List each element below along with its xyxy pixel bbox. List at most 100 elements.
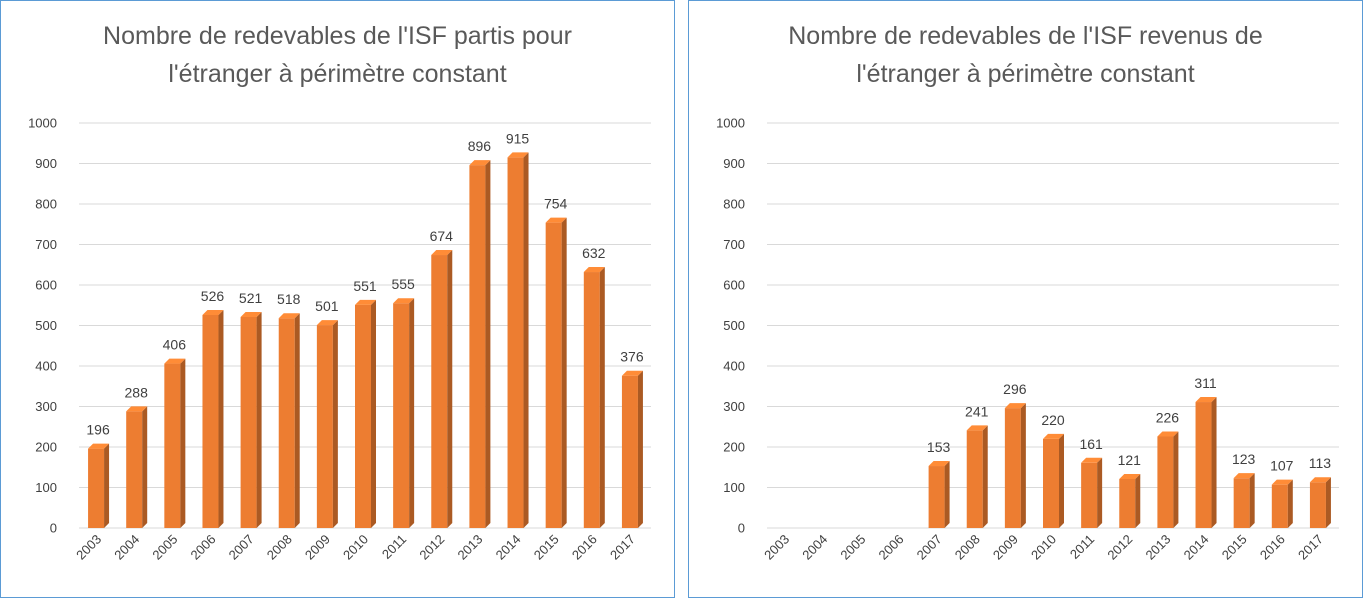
data-label: 555 <box>391 276 415 292</box>
data-label: 288 <box>125 384 149 400</box>
chart-panel-departures: Nombre de redevables de l'ISF partis pou… <box>0 0 675 598</box>
bar-2016 <box>583 267 605 528</box>
chart-title-line-1: Nombre de redevables de l'ISF revenus de <box>788 22 1263 50</box>
data-label: 551 <box>353 278 377 294</box>
data-label: 518 <box>277 291 301 307</box>
data-label: 226 <box>1156 409 1180 425</box>
bar-2017 <box>1309 477 1331 528</box>
chart-title-line-2: l'étranger à périmètre constant <box>856 60 1195 88</box>
x-tick-label: 2011 <box>379 532 409 562</box>
data-label: 526 <box>201 288 225 304</box>
y-tick-label: 400 <box>723 359 745 374</box>
x-tick-label: 2003 <box>73 532 104 563</box>
x-tick-label: 2013 <box>1142 532 1173 563</box>
y-tick-label: 900 <box>35 156 57 171</box>
bar-2011 <box>1081 457 1103 528</box>
x-tick-label: 2012 <box>416 532 447 563</box>
data-label: 376 <box>620 349 644 365</box>
chart-title-line-2: l'étranger à périmètre constant <box>168 60 507 88</box>
data-label: 754 <box>544 196 568 212</box>
x-tick-label: 2017 <box>607 532 638 563</box>
bar-2012 <box>431 250 453 528</box>
bar-2013 <box>1157 431 1179 528</box>
bar-2007 <box>928 461 950 528</box>
x-tick-label: 2016 <box>1257 532 1288 563</box>
y-tick-label: 300 <box>723 399 745 414</box>
data-label: 161 <box>1079 436 1103 452</box>
x-tick-label: 2006 <box>188 532 219 563</box>
data-label: 220 <box>1041 412 1065 428</box>
x-tick-label: 2004 <box>799 532 830 563</box>
x-tick-label: 2010 <box>1028 532 1059 563</box>
bar-2003 <box>88 443 110 528</box>
chart-title: Nombre de redevables de l'ISF partis pou… <box>1 17 674 93</box>
y-tick-label: 500 <box>723 318 745 333</box>
y-tick-label: 500 <box>35 318 57 333</box>
bar-2005 <box>164 358 186 528</box>
bar-2017 <box>621 370 643 528</box>
data-label: 406 <box>163 337 187 353</box>
y-tick-label: 1000 <box>716 116 745 131</box>
y-tick-label: 200 <box>35 440 57 455</box>
x-tick-label: 2009 <box>990 532 1021 563</box>
x-tick-label: 2014 <box>1181 532 1212 563</box>
y-tick-label: 600 <box>35 278 57 293</box>
x-tick-label: 2015 <box>1219 532 1250 563</box>
bar-chart-returns: 0 100 200 300 400 500 600 700 800 900 1000 2003 2004… <box>716 116 1339 563</box>
x-tick-label: 2011 <box>1067 532 1097 562</box>
y-tick-label: 1000 <box>28 116 57 131</box>
x-tick-label: 2006 <box>876 532 907 563</box>
y-tick-label: 100 <box>35 480 57 495</box>
data-label: 241 <box>965 403 989 419</box>
data-label: 915 <box>506 130 530 146</box>
x-tick-label: 2007 <box>226 532 257 563</box>
bar-2015 <box>545 217 567 528</box>
y-tick-label: 300 <box>35 399 57 414</box>
x-tick-label: 2013 <box>454 532 485 563</box>
bar-2011 <box>393 298 415 528</box>
x-tick-label: 2005 <box>149 532 180 563</box>
chart-title-line-1: Nombre de redevables de l'ISF partis pou… <box>103 22 572 50</box>
y-tick-label: 0 <box>738 521 745 536</box>
bar-2010 <box>355 299 376 528</box>
data-label: 896 <box>468 138 492 154</box>
bar-2014 <box>1195 397 1217 528</box>
x-tick-label: 2007 <box>914 532 945 563</box>
x-tick-label: 2008 <box>264 532 295 563</box>
y-tick-label: 400 <box>35 359 57 374</box>
y-tick-label: 700 <box>723 237 745 252</box>
data-label: 123 <box>1232 451 1256 467</box>
x-tick-label: 2012 <box>1104 532 1135 563</box>
bar-2007 <box>240 311 262 528</box>
data-label: 296 <box>1003 381 1027 397</box>
bar-2013 <box>469 160 491 528</box>
chart-title: Nombre de redevables de l'ISF revenus de… <box>689 17 1362 93</box>
x-tick-label: 2010 <box>340 532 371 563</box>
y-tick-label: 900 <box>723 156 745 171</box>
x-tick-label: 2005 <box>837 532 868 563</box>
y-tick-label: 200 <box>723 440 745 455</box>
bar-2004 <box>126 406 148 528</box>
y-tick-label: 800 <box>35 197 57 212</box>
y-tick-label: 0 <box>50 521 57 536</box>
data-label: 121 <box>1118 452 1142 468</box>
y-tick-label: 700 <box>35 237 57 252</box>
y-tick-label: 800 <box>723 197 745 212</box>
y-tick-label: 600 <box>723 278 745 293</box>
bar-2008 <box>966 425 988 528</box>
x-tick-label: 2014 <box>493 532 524 563</box>
x-tick-label: 2017 <box>1295 532 1326 563</box>
x-tick-label: 2008 <box>952 532 983 563</box>
data-label: 632 <box>582 245 606 261</box>
data-label: 113 <box>1309 455 1332 471</box>
chart-panel-returns: Nombre de redevables de l'ISF revenus de… <box>688 0 1363 598</box>
bar-2012 <box>1119 473 1141 528</box>
data-label: 311 <box>1194 375 1217 391</box>
data-label: 521 <box>239 290 263 306</box>
x-tick-label: 2009 <box>302 532 333 563</box>
bar-2010 <box>1043 433 1064 528</box>
x-tick-label: 2016 <box>569 532 600 563</box>
bar-2014 <box>507 152 529 529</box>
y-tick-label: 100 <box>723 480 745 495</box>
x-tick-label: 2004 <box>111 532 142 563</box>
